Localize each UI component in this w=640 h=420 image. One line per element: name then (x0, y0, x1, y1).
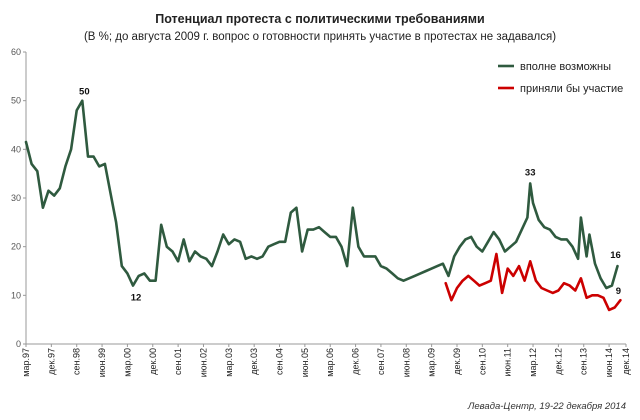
x-tick-label: мар.09 (427, 348, 437, 377)
x-tick-label: сен.07 (376, 348, 386, 375)
x-tick-label: июн.14 (604, 348, 614, 377)
chart-title: Потенциал протеста с политическими требо… (155, 12, 485, 26)
y-tick-label: 0 (16, 339, 21, 349)
x-tick-label: мар.12 (528, 348, 538, 377)
x-tick-label: сен.13 (579, 348, 589, 375)
x-tick-label: сен.98 (72, 348, 82, 375)
x-tick-label: дек.03 (249, 348, 259, 375)
x-tick-label: мар.00 (122, 348, 132, 377)
x-tick-label: дек.00 (148, 348, 158, 375)
data-label: 50 (79, 87, 90, 98)
y-tick-label: 60 (11, 47, 21, 57)
y-tick-label: 40 (11, 144, 21, 154)
x-tick-label: июн.99 (97, 348, 107, 377)
chart-subtitle: (В %; до августа 2009 г. вопрос о готовн… (83, 31, 557, 43)
data-label: 33 (525, 167, 536, 178)
data-label: 16 (610, 250, 621, 261)
legend-label: приняли бы участие (520, 83, 623, 95)
data-label: 12 (131, 293, 142, 304)
x-tick-label: сен.10 (477, 348, 487, 375)
x-tick-label: июн.05 (300, 348, 310, 377)
y-tick-label: 30 (11, 193, 21, 203)
source-note: Левада-Центр, 19-22 декабря 2014 (467, 401, 626, 412)
x-tick-label: дек.97 (46, 348, 56, 375)
x-tick-label: дек.12 (553, 348, 563, 375)
x-tick-label: дек.14 (621, 348, 631, 375)
x-tick-label: июн.02 (198, 348, 208, 377)
x-tick-label: дек.09 (452, 348, 462, 375)
x-tick-label: июн.11 (503, 348, 513, 377)
y-tick-label: 50 (11, 96, 21, 106)
data-label: 9 (616, 286, 621, 297)
x-tick-label: сен.01 (173, 348, 183, 375)
x-tick-label: дек.06 (351, 348, 361, 375)
y-tick-label: 10 (11, 290, 21, 300)
legend-label: вполне возможны (520, 61, 611, 73)
x-tick-label: мар.06 (325, 348, 335, 377)
series-line-participate (444, 252, 622, 312)
series-line-possible (24, 99, 619, 290)
x-tick-label: сен.04 (275, 348, 285, 375)
x-tick-label: июн.08 (401, 348, 411, 377)
x-tick-label: мар.03 (224, 348, 234, 377)
x-tick-label: мар.97 (21, 348, 31, 377)
y-tick-label: 20 (11, 242, 21, 252)
